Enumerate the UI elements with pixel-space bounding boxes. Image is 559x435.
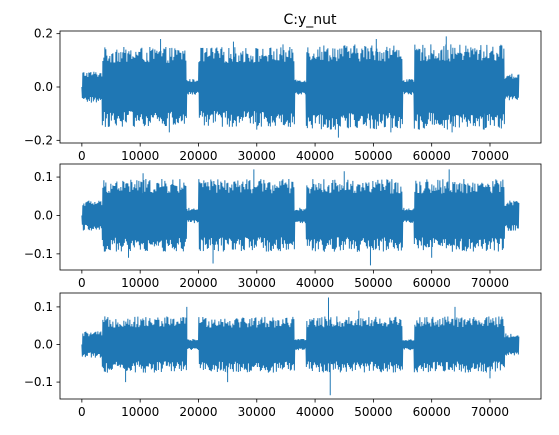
x-tick-label: 20000 [179, 405, 217, 419]
x-tick-label: 70000 [471, 276, 509, 290]
x-tick-label: 70000 [471, 149, 509, 163]
x-tick-label: 20000 [179, 149, 217, 163]
x-tick-label: 50000 [354, 276, 392, 290]
y-tick-label: −0.2 [24, 133, 53, 147]
x-tick-label: 40000 [296, 405, 334, 419]
x-tick-label: 10000 [121, 405, 159, 419]
y-tick-label: 0.2 [34, 27, 53, 41]
x-tick-label: 0 [78, 149, 86, 163]
x-tick-label: 60000 [413, 276, 451, 290]
y-tick-label: −0.1 [24, 375, 53, 389]
x-tick-label: 10000 [121, 276, 159, 290]
x-tick-label: 10000 [121, 149, 159, 163]
waveform-line [81, 36, 520, 138]
x-tick-label: 50000 [354, 405, 392, 419]
waveform-line [81, 297, 520, 396]
axes-frame [59, 292, 542, 400]
x-tick-label: 20000 [179, 276, 217, 290]
chart-title: C:y_nut [283, 12, 337, 28]
x-tick-label: 40000 [296, 276, 334, 290]
x-tick-label: 40000 [296, 149, 334, 163]
x-tick-label: 30000 [238, 405, 276, 419]
y-tick-label: 0.1 [34, 170, 53, 184]
subplot-2: 0 10000 20000 30000 40000 50000 60000 70000 −0.1… [24, 163, 542, 290]
y-tick-label: 0.0 [34, 208, 53, 222]
x-tick-label: 0 [78, 405, 86, 419]
subplot-3: 0 10000 20000 30000 40000 50000 60000 70000 −0.1… [24, 292, 542, 419]
y-tick-label: 0.1 [34, 300, 53, 314]
waveform-line [81, 169, 520, 266]
x-tick-label: 70000 [471, 405, 509, 419]
subplot-1: 0 10000 20000 30000 40000 50000 60000 70000 −0.2… [24, 27, 542, 163]
x-tick-label: 0 [78, 276, 86, 290]
x-tick-label: 50000 [354, 149, 392, 163]
y-tick-label: 0.0 [34, 337, 53, 351]
x-tick-label: 30000 [238, 276, 276, 290]
y-tick-label: 0.0 [34, 80, 53, 94]
x-tick-label: 60000 [413, 149, 451, 163]
axes-frame [59, 163, 542, 271]
x-tick-label: 60000 [413, 405, 451, 419]
x-tick-label: 30000 [238, 149, 276, 163]
y-tick-label: −0.1 [24, 247, 53, 261]
